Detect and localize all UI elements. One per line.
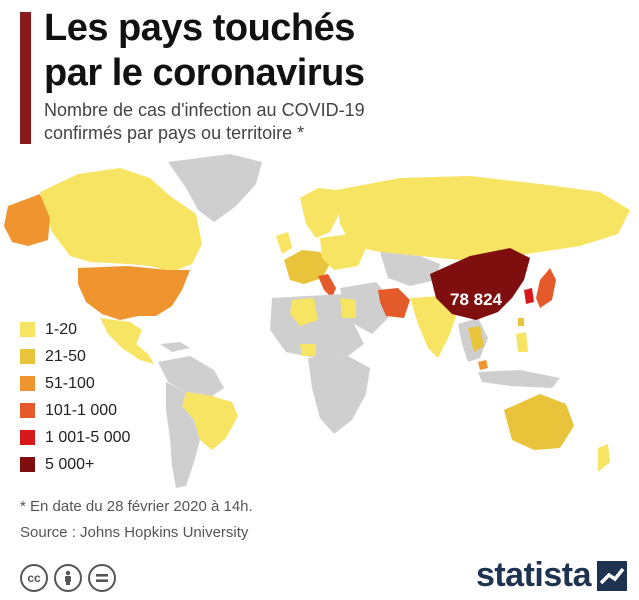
subtitle-line-2: confirmés par pays ou territoire * (44, 123, 305, 143)
legend-item: 101-1 000 (20, 397, 130, 424)
egypt (340, 298, 356, 318)
taiwan (518, 318, 524, 326)
footnote: * En date du 28 février 2020 à 14h. (20, 498, 253, 515)
legend-item: 21-50 (20, 343, 130, 370)
legend-label: 21-50 (45, 347, 86, 365)
license-icons: cc (20, 564, 116, 592)
south-america-south (166, 382, 200, 488)
legend-swatch (20, 322, 35, 337)
legend-label: 1-20 (45, 320, 78, 338)
indonesia (478, 370, 560, 388)
legend-swatch (20, 376, 35, 391)
title-line-1: Les pays touchés (44, 7, 355, 49)
by-icon[interactable] (54, 564, 82, 592)
source-note: Source : Johns Hopkins University (20, 524, 249, 541)
new-zealand (598, 444, 610, 472)
algeria (290, 298, 318, 326)
europe-west (284, 250, 330, 284)
person-glyph (65, 570, 71, 585)
title-line-2: par le coronavirus (44, 52, 365, 94)
nigeria (300, 344, 316, 356)
legend-label: 51-100 (45, 374, 95, 392)
legend: 1-20 21-50 51-100 101-1 000 1 001-5 000 … (20, 316, 130, 478)
south-america-north (158, 356, 224, 396)
greenland (168, 154, 262, 222)
legend-item: 51-100 (20, 370, 130, 397)
south-korea (524, 288, 534, 304)
title-accent-bar (20, 12, 31, 144)
india (410, 296, 458, 358)
china-case-label: 78 824 (450, 290, 503, 309)
legend-swatch (20, 430, 35, 445)
thailand (468, 326, 484, 352)
scandinavia (300, 188, 340, 238)
statista-logo[interactable]: statista (476, 556, 627, 595)
central-asia (380, 252, 440, 286)
alaska (4, 194, 50, 246)
australia (504, 394, 574, 450)
iran (378, 288, 410, 318)
singapore (478, 360, 488, 370)
mexico (100, 318, 154, 364)
legend-label: 5 000+ (45, 455, 95, 473)
legend-swatch (20, 403, 35, 418)
italy (318, 274, 336, 298)
philippines (516, 332, 528, 352)
legend-label: 101-1 000 (45, 401, 118, 419)
china (430, 248, 530, 320)
equals-glyph (96, 574, 108, 582)
page-title: Les pays touchés par le coronavirus (44, 6, 365, 96)
legend-swatch (20, 349, 35, 364)
caribbean (160, 342, 190, 352)
japan (536, 268, 556, 308)
subtitle-line-1: Nombre de cas d'infection au COVID-19 (44, 100, 365, 120)
legend-item: 1-20 (20, 316, 130, 343)
page-subtitle: Nombre de cas d'infection au COVID-19 co… (44, 99, 365, 145)
legend-item: 5 000+ (20, 451, 130, 478)
russia (336, 176, 630, 260)
nd-icon[interactable] (88, 564, 116, 592)
world-map: 78 824 (4, 154, 630, 488)
brazil (182, 392, 238, 450)
canada (40, 168, 202, 272)
uk (276, 232, 292, 254)
legend-label: 1 001-5 000 (45, 428, 131, 446)
africa-south (308, 356, 370, 434)
brand-wordmark: statista (475, 556, 592, 594)
cc-icon[interactable]: cc (20, 564, 48, 592)
legend-item: 1 001-5 000 (20, 424, 130, 451)
legend-swatch (20, 457, 35, 472)
usa (78, 266, 190, 320)
statista-mark-icon (597, 560, 627, 591)
